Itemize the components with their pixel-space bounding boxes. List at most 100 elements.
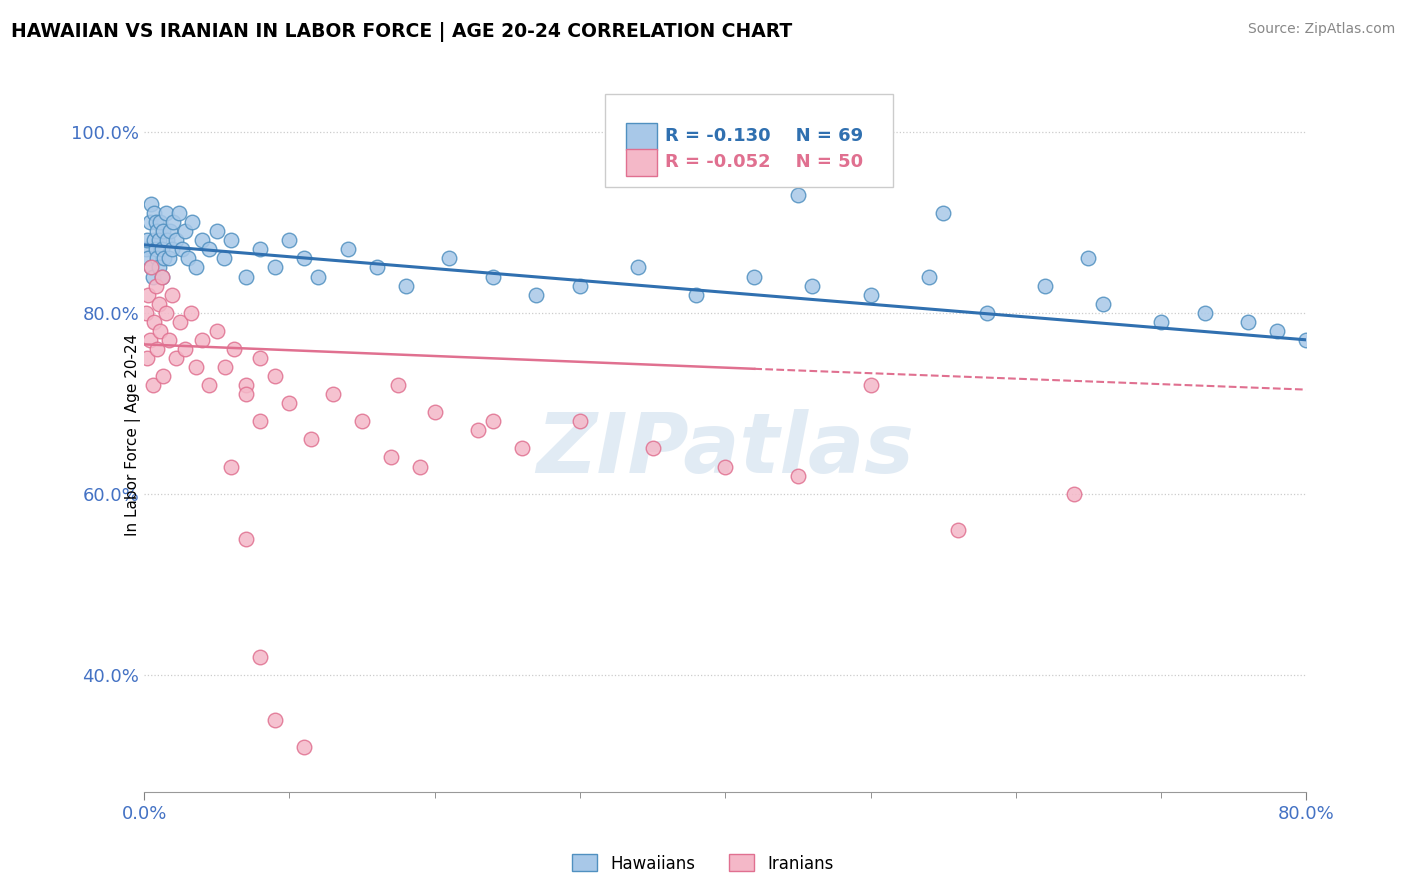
Point bbox=[157, 333, 180, 347]
Point bbox=[162, 215, 184, 229]
Point bbox=[307, 269, 329, 284]
Point bbox=[148, 296, 170, 310]
Point bbox=[394, 278, 416, 293]
Point bbox=[278, 233, 301, 247]
Point bbox=[387, 378, 409, 392]
Point bbox=[170, 243, 193, 257]
Point bbox=[510, 442, 533, 456]
Point bbox=[135, 306, 157, 320]
Point bbox=[1063, 486, 1085, 500]
Point bbox=[159, 224, 181, 238]
Point bbox=[160, 287, 183, 301]
Y-axis label: In Labor Force | Age 20-24: In Labor Force | Age 20-24 bbox=[125, 334, 141, 536]
Point bbox=[263, 260, 285, 275]
Point bbox=[235, 387, 257, 401]
Point bbox=[145, 278, 167, 293]
Point bbox=[1237, 315, 1260, 329]
Point bbox=[1194, 306, 1216, 320]
Text: R = -0.130    N = 69: R = -0.130 N = 69 bbox=[665, 128, 863, 145]
Point bbox=[481, 414, 503, 428]
Point bbox=[350, 414, 373, 428]
Point bbox=[165, 351, 187, 365]
Point bbox=[481, 269, 503, 284]
Point bbox=[152, 224, 174, 238]
Point bbox=[167, 206, 190, 220]
Point bbox=[1295, 333, 1317, 347]
Point bbox=[141, 260, 163, 275]
Point bbox=[146, 252, 169, 266]
Point bbox=[1033, 278, 1056, 293]
Point bbox=[153, 252, 176, 266]
Point bbox=[976, 306, 998, 320]
Point bbox=[235, 378, 257, 392]
Point bbox=[235, 269, 257, 284]
Point bbox=[180, 306, 202, 320]
Point bbox=[205, 224, 228, 238]
Text: HAWAIIAN VS IRANIAN IN LABOR FORCE | AGE 20-24 CORRELATION CHART: HAWAIIAN VS IRANIAN IN LABOR FORCE | AGE… bbox=[11, 22, 793, 42]
Point bbox=[380, 450, 402, 465]
Point bbox=[299, 433, 322, 447]
Legend: Hawaiians, Iranians: Hawaiians, Iranians bbox=[565, 847, 841, 880]
Point bbox=[169, 315, 191, 329]
Point bbox=[138, 287, 160, 301]
Point bbox=[155, 306, 177, 320]
Point bbox=[165, 233, 187, 247]
Point bbox=[136, 233, 159, 247]
Point bbox=[568, 278, 591, 293]
Point bbox=[150, 269, 173, 284]
Point bbox=[214, 359, 236, 374]
Point bbox=[292, 739, 315, 754]
Point bbox=[1077, 252, 1099, 266]
Point bbox=[173, 224, 195, 238]
Point bbox=[219, 233, 242, 247]
Point bbox=[917, 269, 939, 284]
Point bbox=[138, 252, 160, 266]
Point bbox=[366, 260, 388, 275]
Point bbox=[263, 713, 285, 727]
Point bbox=[859, 378, 882, 392]
Point bbox=[786, 468, 808, 483]
Point bbox=[714, 152, 737, 166]
Point bbox=[249, 243, 271, 257]
Point bbox=[141, 260, 163, 275]
Point bbox=[786, 188, 808, 202]
Point bbox=[685, 287, 707, 301]
Point bbox=[249, 414, 271, 428]
Point bbox=[336, 243, 359, 257]
Point bbox=[742, 269, 765, 284]
Point bbox=[148, 260, 170, 275]
Point bbox=[139, 333, 162, 347]
Point bbox=[263, 369, 285, 384]
Point bbox=[149, 215, 172, 229]
Point bbox=[146, 224, 169, 238]
Point bbox=[191, 333, 214, 347]
Point bbox=[409, 459, 432, 474]
Point bbox=[186, 260, 208, 275]
Point bbox=[212, 252, 235, 266]
Point bbox=[150, 243, 173, 257]
Point bbox=[568, 414, 591, 428]
Point bbox=[249, 649, 271, 664]
Point bbox=[150, 269, 173, 284]
Point bbox=[467, 423, 489, 437]
Point bbox=[135, 243, 157, 257]
Point bbox=[143, 206, 166, 220]
Point bbox=[141, 197, 163, 211]
Point bbox=[205, 324, 228, 338]
Point bbox=[152, 369, 174, 384]
Text: R = -0.052    N = 50: R = -0.052 N = 50 bbox=[665, 153, 863, 171]
Point bbox=[143, 233, 166, 247]
Point bbox=[142, 269, 165, 284]
Point bbox=[627, 260, 650, 275]
Point bbox=[224, 342, 246, 356]
Point bbox=[198, 378, 221, 392]
Point bbox=[139, 215, 162, 229]
Point bbox=[235, 532, 257, 546]
Point bbox=[249, 351, 271, 365]
Point bbox=[146, 342, 169, 356]
Point bbox=[859, 287, 882, 301]
Point bbox=[437, 252, 460, 266]
Point bbox=[149, 324, 172, 338]
Point bbox=[160, 243, 183, 257]
Point bbox=[136, 351, 159, 365]
